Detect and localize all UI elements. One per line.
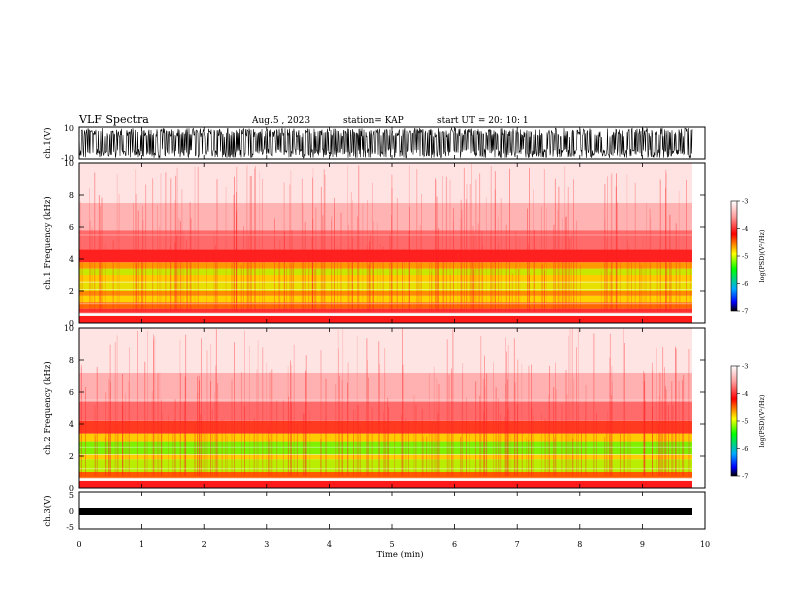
station-label: station= KAP — [343, 116, 404, 126]
time-tick-label: 9 — [640, 540, 645, 549]
colorbar-tick-label: -3 — [742, 198, 748, 206]
ch2-colorbar-bar — [730, 365, 738, 477]
freq-tick-label: 10 — [64, 159, 74, 168]
ch2-colorbar-ticks: -3 -4 -5 -6 -7 — [737, 363, 748, 481]
freq-tick-label: 8 — [69, 356, 74, 365]
freq-tick-label: 8 — [69, 191, 74, 200]
colorbar-tick-label: -3 — [742, 363, 748, 371]
ch1-colorbar: -3 -4 -5 -6 -7 log(PSD)(V²/Hz) — [730, 198, 766, 316]
ch1-spectrogram-image — [79, 163, 705, 323]
ch2-spectrogram-ylabel: ch.2 Frequency (kHz) — [42, 361, 53, 454]
colorbar-tick-label: -5 — [742, 418, 748, 426]
ch1-freq-ticks: 0 2 4 6 8 10 — [64, 159, 705, 328]
time-tick-label: 3 — [264, 540, 269, 549]
ch3-ytick-top: 5 — [69, 491, 74, 500]
colorbar-tick-label: -6 — [742, 445, 748, 453]
ch1-ytick-top: 10 — [64, 124, 74, 133]
ch1-spectrogram-ylabel: ch.1 Frequency (kHz) — [42, 196, 53, 289]
ch1-waveform-trace — [78, 126, 693, 159]
freq-tick-label: 2 — [69, 452, 74, 461]
ch3-waveform-ylabel: ch.3(V) — [42, 495, 53, 526]
time-axis-label: Time (min) — [376, 549, 423, 560]
freq-tick-label: 0 — [69, 319, 74, 328]
ch3-ytick-bottom: -5 — [66, 523, 74, 532]
ch1-ytick-bottom: -10 — [61, 154, 74, 163]
colorbar-tick-label: -6 — [742, 280, 748, 288]
colorbar-tick-label: -7 — [742, 308, 748, 316]
time-axis: 0 1 2 3 4 5 6 7 8 9 10 — [76, 127, 710, 549]
date-label: Aug.5 , 2023 — [251, 116, 310, 126]
ch1-spectrogram-panel: 0 2 4 6 8 10 ch.1 Frequency (kHz) — [42, 159, 706, 328]
ch2-spectrogram-image — [79, 328, 705, 488]
start-time-label: start UT = 20: 10: 1 — [437, 116, 529, 126]
ch3-waveform-trace — [79, 508, 692, 515]
colorbar-tick-label: -4 — [742, 390, 748, 398]
freq-tick-label: 0 — [69, 484, 74, 493]
colorbar-tick-label: -4 — [742, 225, 748, 233]
time-tick-label: 8 — [577, 540, 582, 549]
time-tick-label: 1 — [139, 540, 144, 549]
freq-tick-label: 2 — [69, 287, 74, 296]
time-tick-label: 2 — [202, 540, 207, 549]
ch3-ytick-mid: 0 — [69, 507, 74, 516]
freq-tick-label: 6 — [69, 388, 74, 397]
ch2-spectrogram-panel: 0 2 4 6 8 10 ch.2 Frequency (kHz) — [42, 324, 706, 493]
time-tick-label: 7 — [515, 540, 520, 549]
freq-tick-label: 4 — [69, 420, 74, 429]
ch2-colorbar: -3 -4 -5 -6 -7 log(PSD)(V²/Hz) — [730, 363, 766, 481]
freq-tick-label: 4 — [69, 255, 74, 264]
ch1-colorbar-bar — [730, 200, 738, 312]
ch2-freq-ticks: 0 2 4 6 8 10 — [64, 324, 705, 493]
time-tick-label: 5 — [389, 540, 394, 549]
time-tick-label: 10 — [700, 540, 710, 549]
figure-title: VLF Spectra — [78, 113, 149, 126]
colorbar-tick-label: -7 — [742, 473, 748, 481]
freq-tick-label: 10 — [64, 324, 74, 333]
time-tick-label: 4 — [327, 540, 332, 549]
ch1-waveform-ylabel: ch.1(V) — [42, 127, 53, 158]
ch1-waveform-panel: 10 -10 ch.1(V) — [42, 124, 706, 163]
freq-tick-label: 6 — [69, 223, 74, 232]
ch1-colorbar-ticks: -3 -4 -5 -6 -7 — [737, 198, 748, 316]
time-tick-label: 6 — [452, 540, 457, 549]
colorbar-tick-label: -5 — [742, 253, 748, 261]
ch2-colorbar-label: log(PSD)(V²/Hz) — [758, 394, 766, 447]
time-tick-label: 0 — [76, 540, 81, 549]
ch1-colorbar-label: log(PSD)(V²/Hz) — [758, 229, 766, 282]
